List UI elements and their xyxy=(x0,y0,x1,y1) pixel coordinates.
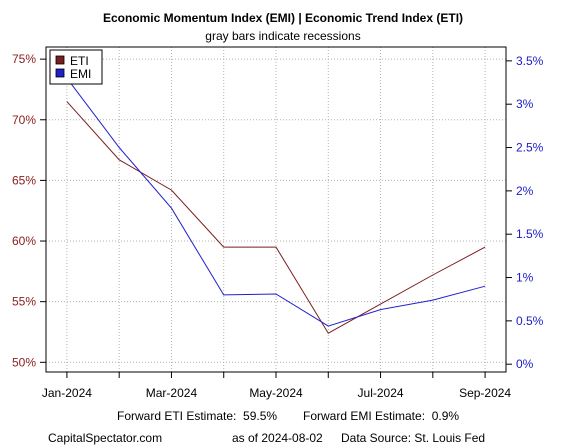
x-tick-label: Jul-2024 xyxy=(358,386,404,400)
right-tick-label: 1.5% xyxy=(516,227,544,241)
right-tick-label: 0.5% xyxy=(516,314,544,328)
legend-label-emi: EMI xyxy=(70,67,91,81)
left-tick-label: 65% xyxy=(12,173,36,187)
x-tick-label: Jan-2024 xyxy=(42,386,92,400)
forward-emi-estimate: Forward EMI Estimate: 0.9% xyxy=(303,409,459,423)
x-tick-label: Mar-2024 xyxy=(146,386,198,400)
x-tick-label: Sep-2024 xyxy=(459,386,511,400)
right-tick-label: 3% xyxy=(516,97,534,111)
right-tick-label: 3.5% xyxy=(516,54,544,68)
right-tick-label: 2.5% xyxy=(516,141,544,155)
left-tick-label: 60% xyxy=(12,234,36,248)
right-tick-label: 0% xyxy=(516,357,534,371)
chart-title: Economic Momentum Index (EMI) | Economic… xyxy=(103,11,463,25)
left-tick-label: 70% xyxy=(12,113,36,127)
data-source: Data Source: St. Louis Fed xyxy=(341,431,485,445)
legend-label-eti: ETI xyxy=(70,54,89,68)
forward-eti-estimate: Forward ETI Estimate: 59.5% xyxy=(117,409,277,423)
left-tick-label: 50% xyxy=(12,355,36,369)
x-tick-label: May-2024 xyxy=(249,386,303,400)
as-of-date: as of 2024-08-02 xyxy=(232,431,323,445)
right-tick-label: 2% xyxy=(516,184,534,198)
legend-swatch-eti xyxy=(55,55,65,65)
legend: ETI EMI xyxy=(49,49,103,85)
legend-swatch-emi xyxy=(55,68,65,78)
series-layer xyxy=(66,77,486,334)
series-line-emi xyxy=(66,77,486,327)
right-axis: 0% 0.5% 1% 1.5% 2% 2.5% 3% 3.5% xyxy=(506,54,544,371)
series-line-eti xyxy=(66,101,486,334)
left-axis: 50% 55% 60% 65% 70% 75% xyxy=(12,52,46,369)
left-tick-label: 55% xyxy=(12,295,36,309)
left-tick-label: 75% xyxy=(12,52,36,66)
grid-lines xyxy=(46,47,506,372)
right-tick-label: 1% xyxy=(516,271,534,285)
chart-subtitle: gray bars indicate recessions xyxy=(205,29,360,43)
source-site: CapitalSpectator.com xyxy=(48,431,162,445)
x-axis: Jan-2024 Mar-2024 May-2024 Jul-2024 Sep-2024 xyxy=(42,372,511,400)
